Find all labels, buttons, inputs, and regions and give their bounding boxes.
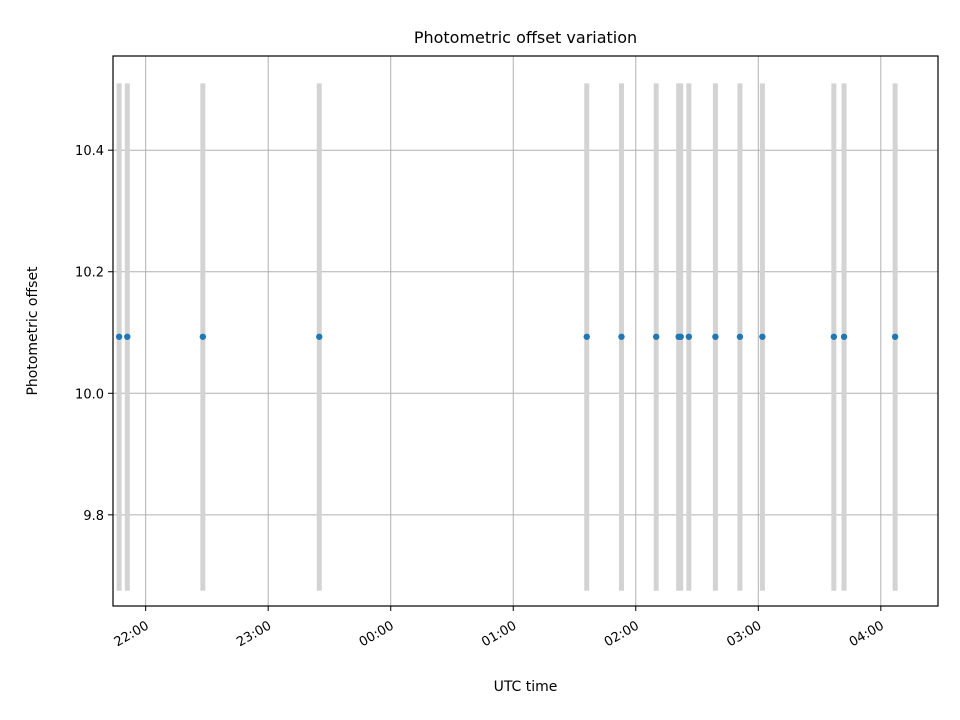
data-point [124,333,131,340]
data-point [759,333,766,340]
x-tick-label: 23:00 [234,618,274,650]
data-point [199,333,207,340]
data-point [583,333,590,340]
data-point [891,333,899,340]
grid [113,56,938,606]
data-points [115,333,899,340]
data-point [830,333,838,340]
x-axis-title: UTC time [494,679,558,695]
y-tick-label: 9.8 [83,509,104,524]
data-point [677,333,684,340]
x-tick-label: 01:00 [479,618,519,650]
data-point [840,333,848,340]
y-tick-label: 10.4 [75,144,104,159]
x-tick-label: 00:00 [357,618,397,650]
chart-title: Photometric offset variation [414,28,637,47]
data-point [652,333,660,340]
data-point [316,333,323,340]
ticks: 22:00 23:00 00:00 01:00 02:00 03:00 04:00 9.8 10… [75,144,887,650]
data-point [115,333,123,340]
y-axis-title: Photometric offset [25,266,41,396]
data-point [736,333,744,340]
y-tick-label: 10.2 [75,266,104,281]
x-tick-label: 22:00 [112,618,152,650]
plot-frame [112,55,939,607]
y-tick-label: 10.0 [75,387,104,402]
x-tick-label: 02:00 [602,618,642,650]
x-tick-label: 03:00 [724,618,764,650]
data-point [618,333,625,340]
data-point [712,333,719,340]
data-point [685,333,693,340]
x-tick-label: 04:00 [847,618,887,650]
